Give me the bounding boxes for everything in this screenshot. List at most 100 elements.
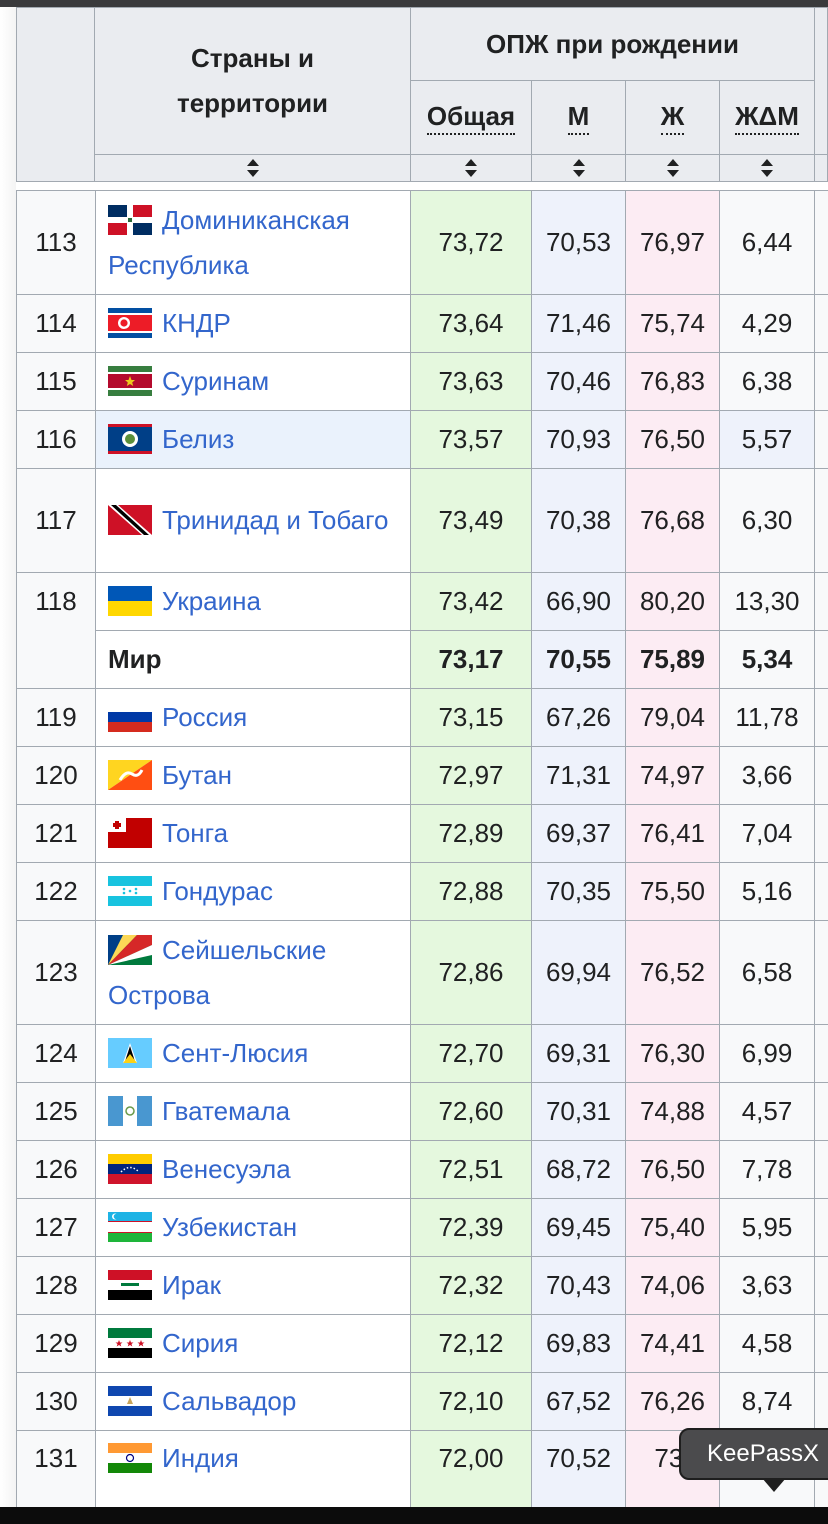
male-column-header[interactable]: М bbox=[531, 80, 626, 155]
rank-cell: 128 bbox=[16, 1256, 96, 1315]
life-expectancy-table: 113 Доминиканская Республика 73,72 70,53 76,… bbox=[16, 190, 828, 1511]
country-link[interactable]: Узбекистан bbox=[162, 1212, 298, 1242]
country-link[interactable]: Тонга bbox=[162, 818, 229, 848]
gap-value-cell: 6,99 bbox=[719, 1024, 815, 1083]
el-salvador-flag bbox=[108, 1386, 152, 1417]
rank-cell: 122 bbox=[16, 862, 96, 921]
male-value-cell: 70,53 bbox=[531, 190, 626, 295]
male-value-cell: 67,26 bbox=[531, 688, 626, 747]
country-link[interactable]: Белиз bbox=[162, 424, 235, 454]
bhutan-flag bbox=[108, 760, 152, 791]
rank-cell: 125 bbox=[16, 1082, 96, 1141]
table-row: 119 Россия 73,15 67,26 79,04 11,78 bbox=[16, 688, 828, 747]
extra-cell bbox=[814, 1256, 828, 1315]
rank-cell: 120 bbox=[16, 746, 96, 805]
female-value-cell: 76,83 bbox=[625, 352, 720, 411]
country-cell: Россия bbox=[95, 688, 411, 747]
honduras-flag bbox=[108, 876, 152, 907]
rank-cell: 117 bbox=[16, 468, 96, 573]
female-value-cell: 76,30 bbox=[625, 1024, 720, 1083]
country-column-header[interactable]: Страны и территории bbox=[94, 7, 411, 155]
total-column-header[interactable]: Общая bbox=[410, 80, 532, 155]
total-value-cell: 72,89 bbox=[410, 804, 532, 863]
total-value-cell: 72,86 bbox=[410, 920, 532, 1025]
male-value-cell: 66,90 bbox=[531, 572, 626, 631]
female-sort-button[interactable] bbox=[625, 154, 720, 182]
country-link[interactable]: Сейшельские Острова bbox=[108, 934, 327, 1010]
total-value-cell: 73,17 bbox=[410, 630, 532, 689]
female-value-cell: 74,06 bbox=[625, 1256, 720, 1315]
tonga-flag bbox=[108, 818, 152, 849]
total-value-cell: 73,57 bbox=[410, 410, 532, 469]
gap-sort-button[interactable] bbox=[719, 154, 815, 182]
saint-lucia-flag bbox=[108, 1038, 152, 1069]
extra-cell bbox=[814, 468, 828, 573]
country-link[interactable]: КНДР bbox=[162, 308, 231, 338]
browser-top-bar bbox=[0, 0, 828, 7]
dominican-republic-flag bbox=[108, 204, 152, 235]
rank-cell: 131 bbox=[16, 1430, 96, 1511]
country-cell: Гондурас bbox=[95, 862, 411, 921]
extra-cell bbox=[814, 630, 828, 689]
female-value-cell: 74,41 bbox=[625, 1314, 720, 1373]
male-column-header-label: М bbox=[567, 101, 590, 135]
total-value-cell: 73,15 bbox=[410, 688, 532, 747]
extra-cell bbox=[814, 572, 828, 631]
country-link[interactable]: Сирия bbox=[162, 1328, 239, 1358]
sort-arrows-icon bbox=[761, 159, 773, 177]
table-row: 115 Суринам 73,63 70,46 76,83 6,38 bbox=[16, 352, 828, 411]
male-value-cell: 70,35 bbox=[531, 862, 626, 921]
country-cell: Индия bbox=[95, 1430, 411, 1511]
total-sort-button[interactable] bbox=[410, 154, 532, 182]
gap-value-cell: 6,44 bbox=[719, 190, 815, 295]
male-sort-button[interactable] bbox=[531, 154, 626, 182]
country-link[interactable]: Индия bbox=[162, 1443, 239, 1473]
gap-value-cell: 3,66 bbox=[719, 746, 815, 805]
gap-column-header[interactable]: ЖΔМ bbox=[719, 80, 815, 155]
country-link[interactable]: Доминиканская Республика bbox=[108, 204, 350, 280]
gap-value-cell: 5,16 bbox=[719, 862, 815, 921]
page-left-margin bbox=[0, 7, 16, 1507]
male-value-cell: 70,46 bbox=[531, 352, 626, 411]
country-link[interactable]: Сент-Люсия bbox=[162, 1038, 309, 1068]
country-cell: Сейшельские Острова bbox=[95, 920, 411, 1025]
extra-cell bbox=[814, 920, 828, 1025]
tooltip-text: KeePassX bbox=[707, 1440, 820, 1467]
country-link[interactable]: Бутан bbox=[162, 760, 232, 790]
country-cell: Белиз bbox=[95, 410, 411, 469]
country-link[interactable]: Украина bbox=[162, 586, 261, 616]
rank-cell: 118 bbox=[16, 572, 96, 689]
rank-cell: 113 bbox=[16, 190, 96, 295]
female-value-cell: 74,88 bbox=[625, 1082, 720, 1141]
guatemala-flag bbox=[108, 1096, 152, 1127]
extra-sort-cell bbox=[814, 154, 828, 182]
table-row: 122 Гондурас 72,88 70,35 75,50 5,16 bbox=[16, 862, 828, 921]
rank-cell: 126 bbox=[16, 1140, 96, 1199]
country-cell: Украина bbox=[95, 572, 411, 631]
gap-value-cell: 3,63 bbox=[719, 1256, 815, 1315]
country-link[interactable]: Гватемала bbox=[162, 1096, 291, 1126]
male-value-cell: 70,93 bbox=[531, 410, 626, 469]
country-cell: Тонга bbox=[95, 804, 411, 863]
female-value-cell: 76,68 bbox=[625, 468, 720, 573]
gap-value-cell: 7,78 bbox=[719, 1140, 815, 1199]
country-link[interactable]: Гондурас bbox=[162, 876, 273, 906]
country-link[interactable]: Россия bbox=[162, 702, 248, 732]
country-cell: Суринам bbox=[95, 352, 411, 411]
table-row: 117 Тринидад и Тобаго 73,49 70,38 76,68 6,30 bbox=[16, 468, 828, 573]
sort-arrows-icon bbox=[465, 159, 477, 177]
rank-cell: 127 bbox=[16, 1198, 96, 1257]
male-value-cell: 69,31 bbox=[531, 1024, 626, 1083]
total-value-cell: 73,64 bbox=[410, 294, 532, 353]
female-column-header[interactable]: Ж bbox=[625, 80, 720, 155]
table-row: 121 Тонга 72,89 69,37 76,41 7,04 bbox=[16, 804, 828, 863]
lifespan-group-header-label: ОПЖ при рождении bbox=[486, 28, 739, 59]
country-link[interactable]: Суринам bbox=[162, 366, 270, 396]
country-sort-button[interactable] bbox=[94, 154, 411, 182]
country-link[interactable]: Сальвадор bbox=[162, 1386, 297, 1416]
country-link[interactable]: Ирак bbox=[162, 1270, 221, 1300]
country-cell: Гватемала bbox=[95, 1082, 411, 1141]
country-link[interactable]: Венесуэла bbox=[162, 1154, 291, 1184]
browser-bottom-bar bbox=[0, 1507, 828, 1524]
country-link[interactable]: Тринидад и Тобаго bbox=[162, 505, 389, 535]
